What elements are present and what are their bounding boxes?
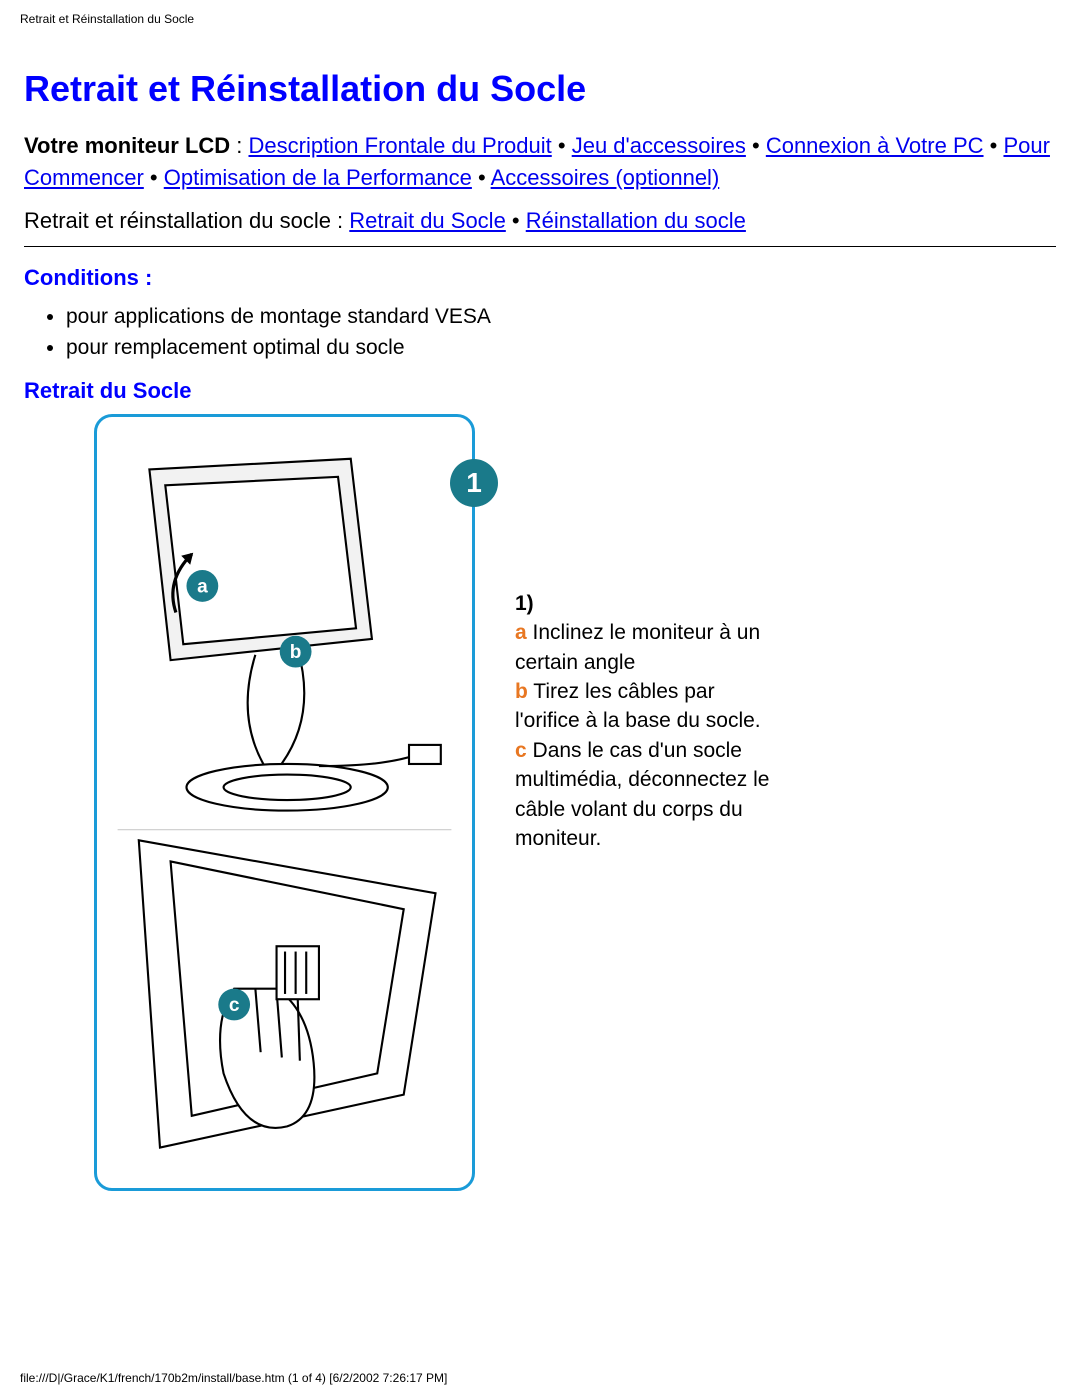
subnav-label: Retrait et réinstallation du socle [24,208,331,233]
step-1-instructions: 1) a Inclinez le moniteur à un certain a… [515,589,775,854]
conditions-list: pour applications de montage standard VE… [46,301,1056,364]
subnav-bullet: • [506,208,526,233]
divider [24,246,1056,247]
step-b-text: Tirez les câbles par l'orifice à la base… [515,680,761,732]
nav-link-optimisation[interactable]: Optimisation de la Performance [164,165,472,190]
page-title: Retrait et Réinstallation du Socle [24,68,1056,110]
nav-link-optional-accessories[interactable]: Accessoires (optionnel) [491,165,720,190]
subnav-link-remove[interactable]: Retrait du Socle [349,208,506,233]
nav-sep-1: • [746,133,766,158]
nav-link-description[interactable]: Description Frontale du Produit [249,133,552,158]
nav-sep-0: • [552,133,572,158]
condition-item: pour applications de montage standard VE… [66,301,1056,333]
step-number: 1) [515,589,775,618]
step-c-text: Dans le cas d'un socle multimédia, décon… [515,739,769,850]
page-footer-path: file:///D|/Grace/K1/french/170b2m/instal… [0,1359,1080,1397]
condition-item: pour remplacement optimal du socle [66,332,1056,364]
step-a: a Inclinez le moniteur à un certain angl… [515,618,775,677]
svg-text:a: a [197,576,208,597]
step-c-label: c [515,739,527,762]
page-header-path: Retrait et Réinstallation du Socle [0,0,1080,30]
monitor-diagram: a b [107,427,462,1169]
step-b-label: b [515,680,528,703]
step-c: c Dans le cas d'un socle multimédia, déc… [515,736,775,854]
subnav-link-reinstall[interactable]: Réinstallation du socle [526,208,746,233]
nav-link-accessories[interactable]: Jeu d'accessoires [572,133,746,158]
intro-nav: Votre moniteur LCD : Description Frontal… [24,130,1056,194]
content-area: Retrait et Réinstallation du Socle Votre… [0,30,1080,1251]
subnav: Retrait et réinstallation du socle : Ret… [24,208,1056,234]
nav-sep-4: • [472,165,491,190]
nav-link-connection[interactable]: Connexion à Votre PC [766,133,984,158]
step-b: b Tirez les câbles par l'orifice à la ba… [515,677,775,736]
nav-sep-3: • [144,165,164,190]
step-a-label: a [515,621,527,644]
step-number-badge: 1 [450,459,498,507]
step-1-row: 1 [24,414,1056,1191]
step-a-text: Inclinez le moniteur à un certain angle [515,621,760,673]
svg-text:c: c [229,995,240,1016]
intro-label: Votre moniteur LCD [24,133,230,158]
subnav-sep: : [331,208,349,233]
intro-sep: : [230,133,248,158]
conditions-heading: Conditions : [24,265,1056,291]
diagram-container: 1 [94,414,475,1191]
svg-text:b: b [290,642,302,663]
section-heading: Retrait du Socle [24,378,1056,404]
nav-sep-2: • [984,133,1004,158]
